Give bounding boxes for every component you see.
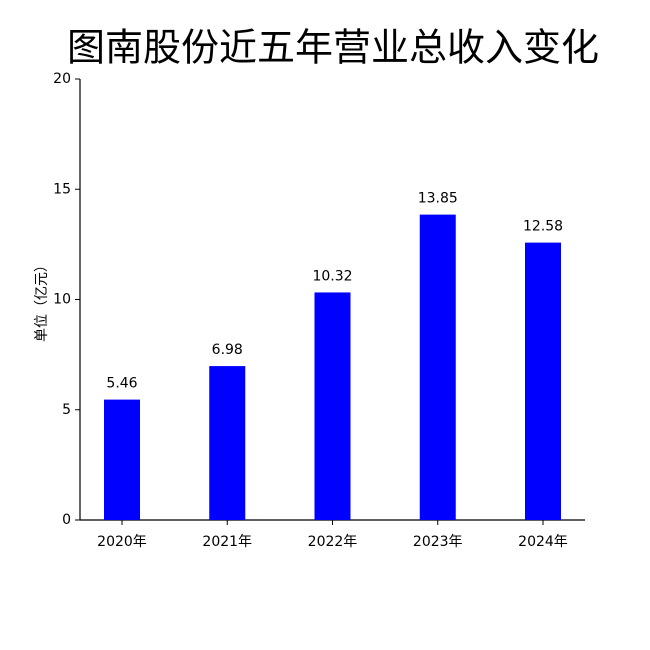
- bar: [314, 292, 351, 520]
- bar: [209, 366, 246, 520]
- y-axis-label: 单位（亿元）: [34, 258, 50, 342]
- bar: [104, 399, 140, 520]
- x-tick-label: 2020年: [97, 534, 147, 550]
- x-tick-label: 2024年: [518, 534, 568, 550]
- x-tick-label: 2022年: [308, 534, 358, 550]
- y-tick-label: 5: [62, 402, 71, 418]
- y-tick-label: 10: [53, 292, 71, 308]
- bar: [525, 242, 561, 520]
- chart-title: 图南股份近五年营业总收入变化: [67, 26, 599, 70]
- data-label: 5.46: [106, 376, 137, 392]
- bar: [419, 214, 456, 521]
- data-label: 13.85: [418, 191, 458, 207]
- data-label: 10.32: [312, 268, 352, 284]
- y-tick-label: 0: [62, 512, 71, 528]
- y-tick-label: 15: [53, 181, 71, 197]
- data-label: 6.98: [212, 342, 243, 358]
- x-tick-label: 2021年: [202, 534, 252, 550]
- y-tick-label: 20: [53, 71, 71, 87]
- data-label: 12.58: [523, 219, 563, 235]
- x-tick-label: 2023年: [413, 534, 463, 550]
